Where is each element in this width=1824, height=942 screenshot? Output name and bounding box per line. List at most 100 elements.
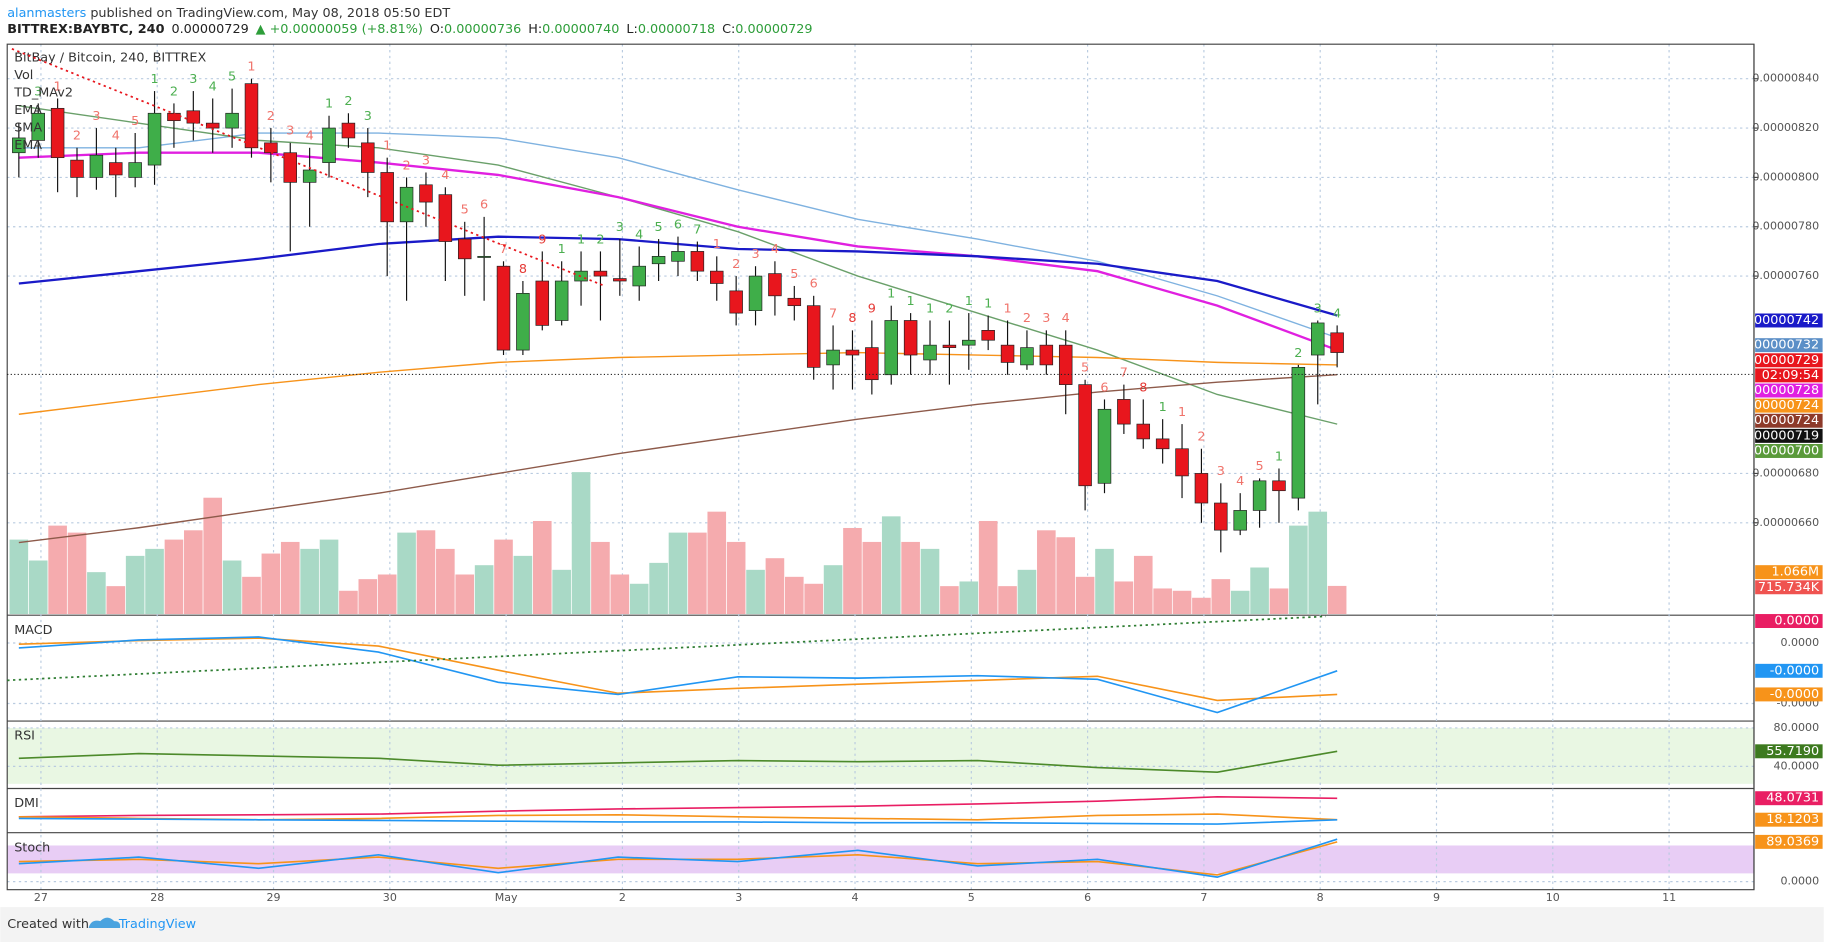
candle-body	[748, 275, 763, 311]
td-count: 4	[112, 129, 120, 144]
td-count: 5	[790, 267, 798, 282]
volume-bar	[1289, 525, 1308, 615]
candle-body	[1020, 347, 1034, 366]
td-count: 4	[771, 242, 779, 257]
price-label: 89.0369	[1766, 834, 1819, 849]
pane-title: DMI	[14, 796, 39, 811]
td-count: 1	[887, 287, 895, 302]
volume-bar	[591, 541, 610, 615]
td-count: 2	[1023, 311, 1031, 326]
td-count: 4	[306, 129, 314, 144]
volume-bar	[125, 555, 145, 615]
symbol-line: BITTREX:BAYBTC, 240 0.00000729 ▲ +0.000000…	[7, 22, 812, 37]
td-count: 1	[713, 237, 721, 252]
td-count: 7	[499, 242, 507, 257]
td-count: 1	[247, 60, 255, 75]
candle-body	[1214, 502, 1228, 531]
price-label-bg	[1755, 368, 1823, 383]
td-count: 2	[945, 301, 953, 316]
volume-bar	[358, 579, 378, 615]
volume-bar	[746, 569, 765, 615]
candle-body	[438, 194, 453, 242]
trend-line	[11, 48, 606, 287]
price-label-bg	[1755, 791, 1823, 806]
td-count: 2	[1294, 346, 1302, 361]
x-tick-label: 2	[619, 891, 626, 904]
volume-bar	[9, 539, 29, 615]
candle-body	[651, 255, 666, 265]
td-count: 1	[984, 296, 992, 311]
legend-entry: TD_MAv2	[13, 86, 73, 101]
volume-bar	[959, 581, 979, 615]
footer-brand[interactable]: TradingView	[118, 917, 196, 932]
candle-body	[554, 280, 569, 321]
ohlc-value: 0.00000736	[444, 22, 521, 37]
volume-bar	[1095, 548, 1114, 615]
td-count: 5	[228, 69, 236, 84]
candle-body	[128, 162, 142, 178]
volume-bar	[416, 530, 436, 615]
volume-bar	[1114, 581, 1134, 615]
published: published on TradingView.com, May 08, 20…	[86, 5, 450, 20]
volume-bar	[823, 565, 843, 615]
x-tick-label: 28	[150, 891, 164, 904]
td-count: 1	[577, 232, 585, 247]
candle-body	[380, 172, 394, 223]
td-count: 1	[383, 139, 391, 154]
td-count: 1	[1178, 405, 1186, 420]
price-label: 1.066M	[1771, 565, 1819, 580]
pane-title: Stoch	[14, 840, 50, 855]
price-label: 0.00000728	[1742, 383, 1819, 398]
candle-body	[31, 112, 45, 141]
volume-bar	[222, 560, 242, 615]
volume-bar	[901, 541, 920, 615]
td-count: 3	[34, 84, 42, 99]
volume-bar	[242, 576, 261, 615]
volume-bar	[1250, 567, 1269, 615]
price-label-bg	[1755, 413, 1823, 428]
candle-body	[205, 122, 220, 129]
volume-bar	[397, 532, 416, 615]
td-count: 2	[596, 232, 604, 247]
volume-bar	[1308, 511, 1328, 615]
price-label-bg	[1755, 663, 1823, 678]
td-count: 9	[868, 301, 876, 316]
x-tick-label: 7	[1200, 891, 1207, 904]
candle-body	[244, 83, 259, 149]
volume-bar	[726, 541, 746, 615]
volume-bar	[203, 497, 223, 615]
td-count: 1	[1003, 301, 1011, 316]
td-count: 8	[848, 311, 856, 326]
volume-bar	[610, 574, 630, 615]
td-count: 1	[325, 97, 333, 112]
volume-bar	[804, 583, 823, 615]
y-tick-label: 0.00000800	[1752, 170, 1819, 183]
symbol: BITTREX:BAYBTC, 240	[7, 22, 164, 37]
volume-bar	[1056, 537, 1076, 615]
author[interactable]: alanmasters	[7, 5, 86, 20]
candle-body	[981, 330, 995, 341]
price-label: 55.7190	[1766, 744, 1819, 759]
price-label: 0.00000724	[1742, 413, 1819, 428]
candle-body	[457, 238, 472, 260]
macd-trend-line	[7, 615, 1327, 682]
price-label: 715.734K	[1758, 580, 1820, 595]
y-tick-label: 80.0000	[1773, 721, 1819, 734]
candle-body	[225, 112, 239, 129]
volume-bar	[1327, 585, 1347, 615]
candle-body	[1097, 408, 1112, 484]
candle-body	[147, 112, 162, 166]
candle-body	[632, 265, 646, 287]
x-tick-label: 5	[968, 891, 975, 904]
price-label-bg	[1755, 444, 1823, 458]
volume-bar	[668, 532, 688, 615]
candle-body	[593, 270, 608, 277]
candle-body	[419, 184, 433, 203]
td-count: 4	[441, 168, 449, 183]
candle-body	[671, 251, 685, 262]
y-tick-label: 0.00000760	[1752, 269, 1819, 282]
candle-body	[1039, 344, 1054, 366]
volume-bar	[920, 548, 940, 615]
volume-bar	[474, 565, 494, 615]
td-count: 2	[1197, 430, 1205, 445]
